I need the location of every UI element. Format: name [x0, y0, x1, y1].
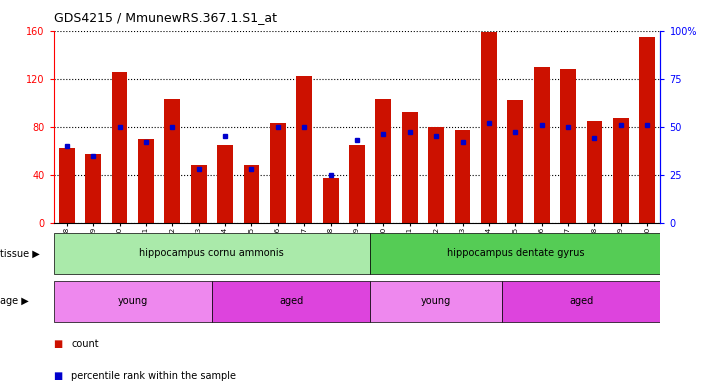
Bar	[59, 148, 75, 223]
Bar	[217, 145, 233, 223]
Text: percentile rank within the sample: percentile rank within the sample	[71, 371, 236, 381]
Bar	[587, 121, 603, 223]
Bar	[296, 76, 312, 223]
Text: ■: ■	[54, 339, 63, 349]
Bar	[164, 99, 180, 223]
Bar	[212, 281, 370, 322]
Text: hippocampus dentate gyrus: hippocampus dentate gyrus	[446, 248, 584, 258]
Text: count: count	[71, 339, 99, 349]
Bar	[370, 233, 660, 274]
Bar	[560, 69, 576, 223]
Bar	[376, 99, 391, 223]
Text: tissue ▶: tissue ▶	[0, 248, 40, 258]
Bar	[54, 281, 212, 322]
Bar	[138, 139, 154, 223]
Bar	[111, 71, 127, 223]
Bar	[243, 165, 259, 223]
Bar	[428, 127, 444, 223]
Bar	[85, 154, 101, 223]
Bar	[323, 178, 338, 223]
Bar	[534, 67, 550, 223]
Bar	[402, 112, 418, 223]
Bar	[349, 145, 365, 223]
Bar	[54, 233, 370, 274]
Text: young: young	[421, 296, 451, 306]
Bar	[455, 130, 471, 223]
Text: GDS4215 / MmunewRS.367.1.S1_at: GDS4215 / MmunewRS.367.1.S1_at	[54, 12, 276, 25]
Bar	[508, 100, 523, 223]
Text: aged: aged	[279, 296, 303, 306]
Bar	[502, 281, 660, 322]
Bar	[639, 37, 655, 223]
Bar	[613, 118, 629, 223]
Bar	[191, 165, 206, 223]
Bar	[270, 123, 286, 223]
Bar	[481, 32, 497, 223]
Text: ■: ■	[54, 371, 63, 381]
Text: hippocampus cornu ammonis: hippocampus cornu ammonis	[139, 248, 284, 258]
Text: young: young	[118, 296, 148, 306]
Bar	[370, 281, 502, 322]
Text: age ▶: age ▶	[0, 296, 29, 306]
Text: aged: aged	[569, 296, 593, 306]
